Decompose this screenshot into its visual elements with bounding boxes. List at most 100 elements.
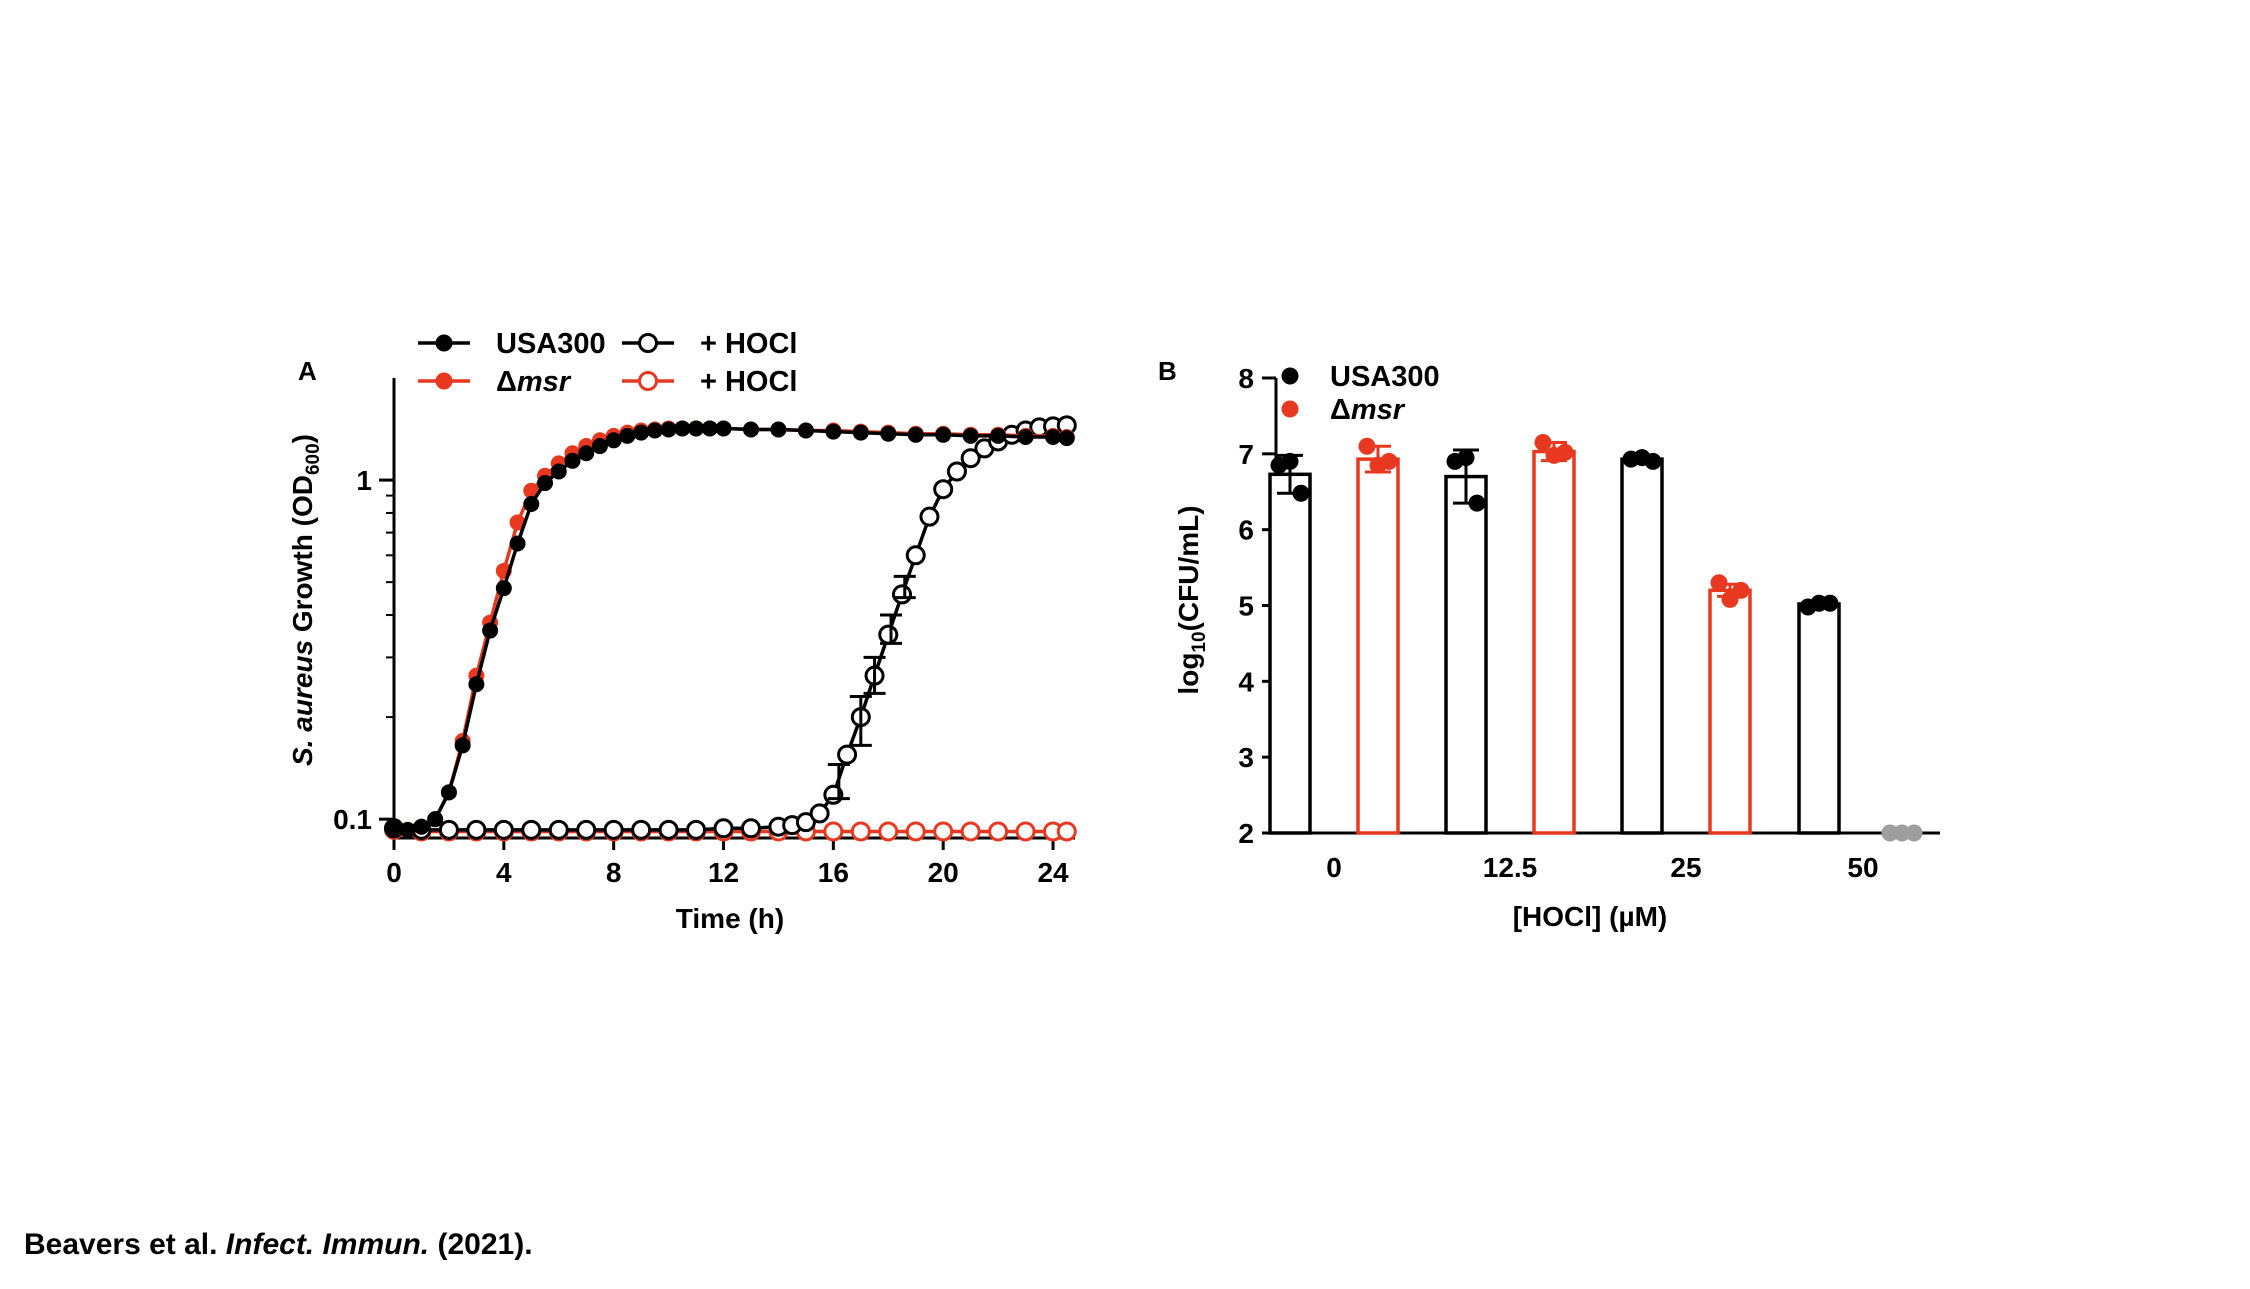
data-point	[809, 803, 830, 824]
legend-label-text: USA300	[496, 328, 606, 360]
panel-a-y-axis-label-text: Growth (OD	[287, 475, 318, 640]
legend-marker	[435, 372, 453, 390]
data-point	[386, 820, 402, 837]
panel-b-bar-group	[1620, 449, 1664, 835]
panel-b-y-tick-label: 4	[1238, 666, 1254, 697]
legend-label: Δmsr	[1330, 394, 1406, 426]
data-point	[660, 421, 677, 438]
panel-a-legend-entry: USA300	[418, 328, 606, 360]
panel-b-y-tick-label: 7	[1238, 439, 1254, 470]
data-point	[576, 819, 597, 840]
replicate-point	[1710, 574, 1728, 592]
data-point	[564, 452, 581, 469]
panel-b-x-axis-label: [HOCl] (µM)	[1513, 901, 1668, 932]
legend-label: USA300	[1330, 361, 1440, 393]
citation-journal: Infect. Immun.	[225, 1228, 430, 1261]
replicate-point	[1468, 494, 1486, 512]
panel-b-y-tick-label: 3	[1238, 742, 1254, 773]
replicate-point	[1821, 594, 1839, 612]
panel-a-error-bar	[849, 695, 872, 747]
replicate-point	[1644, 452, 1662, 470]
panel-b-bar-group	[1268, 452, 1312, 835]
replicate-point	[1457, 449, 1475, 467]
data-point	[1058, 430, 1075, 447]
data-point	[482, 622, 499, 639]
legend-label-text: + HOCl	[700, 328, 798, 360]
data-point	[523, 496, 540, 513]
data-point	[1045, 428, 1062, 445]
data-point	[454, 737, 471, 754]
data-point	[852, 424, 869, 441]
data-point	[550, 463, 567, 480]
data-point	[1056, 821, 1077, 842]
panel-a-error-bar	[893, 574, 916, 600]
replicate-point	[1292, 484, 1310, 502]
panel-a: A USA300 Δmsr + HOCl + HOCl 0 4 8 12 16 20 24 0.1 1…	[287, 328, 1077, 934]
data-point	[631, 819, 652, 840]
data-point	[591, 438, 608, 455]
legend-label: + HOCl	[700, 366, 798, 398]
panel-a-x-tick-label: 4	[496, 857, 512, 888]
data-point	[399, 821, 416, 838]
citation: Beavers et al. Infect. Immun. (2021).	[24, 1228, 533, 1262]
data-point	[905, 821, 926, 842]
panel-b-bar-group	[1797, 594, 1841, 835]
data-point	[1015, 821, 1036, 842]
data-point	[919, 506, 940, 527]
data-point	[837, 744, 858, 765]
data-point	[688, 420, 705, 437]
legend-marker	[435, 334, 453, 352]
panel-b-bar-group	[1356, 437, 1400, 835]
data-point	[960, 821, 981, 842]
bar	[1268, 472, 1312, 835]
data-point	[603, 819, 624, 840]
panel-b-legend-entry: USA300	[1281, 361, 1440, 393]
panel-b-y-axis-label-post: (CFU/mL)	[1173, 505, 1204, 631]
data-point	[537, 475, 554, 492]
citation-authors: Beavers et al.	[24, 1228, 226, 1261]
panel-b-bar-group	[1881, 824, 1923, 842]
data-point	[438, 819, 459, 840]
legend-marker	[1281, 400, 1299, 418]
data-point	[878, 821, 899, 842]
data-point	[962, 427, 979, 444]
replicate-point	[1358, 437, 1376, 455]
data-point	[933, 821, 954, 842]
data-point	[946, 461, 967, 482]
data-point	[646, 422, 663, 439]
replicate-point	[1281, 452, 1299, 470]
data-point	[509, 514, 526, 531]
panel-a-y-axis-label-subscript: 600	[303, 443, 324, 475]
panel-b-y-tick-label: 5	[1238, 591, 1254, 622]
data-point	[825, 423, 842, 440]
data-point	[686, 819, 707, 840]
data-point	[548, 819, 569, 840]
panel-b-y-axis-label: log10(CFU/mL)	[1173, 505, 1210, 694]
bar	[1444, 474, 1488, 835]
panel-a-y-axis-label-close: )	[287, 434, 318, 443]
data-point	[440, 784, 457, 801]
data-point	[960, 448, 981, 469]
data-point	[935, 426, 952, 443]
legend-label-text: + HOCl	[700, 366, 798, 398]
data-point	[770, 421, 787, 438]
panel-a-y-axis-label: S. aureus Growth (OD600)	[287, 434, 324, 766]
panel-a-label: A	[298, 356, 317, 386]
legend-label: Δmsr	[496, 366, 572, 398]
panel-b-bars	[1268, 433, 1923, 842]
panel-a-x-tick-label: 16	[818, 857, 849, 888]
data-point	[988, 821, 1009, 842]
panel-a-x-tick-label: 20	[928, 857, 959, 888]
panel-a-y-axis-label-italic: S. aureus	[287, 640, 318, 766]
replicate-point-below-limit	[1881, 824, 1899, 842]
panel-b-bar-group	[1532, 433, 1576, 835]
panel-b-bar-group	[1444, 448, 1488, 835]
legend-label-text: Δ	[1330, 394, 1351, 426]
data-point	[701, 420, 718, 437]
data-point	[427, 811, 444, 828]
legend-label-italic: msr	[1351, 394, 1406, 426]
panel-a-legend-entry: + HOCl	[622, 328, 798, 360]
panel-b-y-tick-label: 6	[1238, 515, 1254, 546]
